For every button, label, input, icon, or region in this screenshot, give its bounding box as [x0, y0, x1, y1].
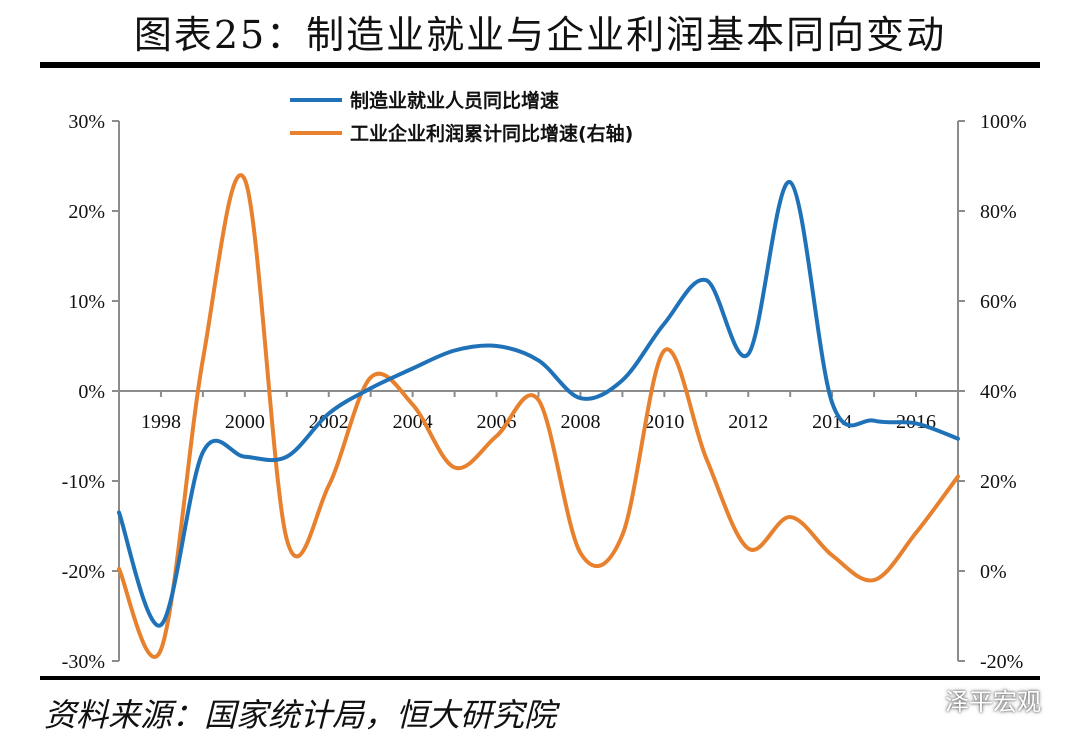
left-tick-label: -20%	[62, 561, 105, 583]
bottom-rule	[40, 676, 1040, 680]
x-tick-label: 2010	[644, 411, 684, 433]
legend-label: 制造业就业人员同比增速	[350, 89, 559, 112]
right-tick-label: 60%	[980, 291, 1017, 313]
right-tick-label: 40%	[980, 381, 1017, 403]
right-tick-label: 20%	[980, 471, 1017, 493]
right-tick-label: -20%	[980, 651, 1023, 673]
x-tick-label: 2014	[812, 411, 852, 433]
top-rule	[40, 62, 1040, 68]
legend-item-employment: 制造业就业人员同比增速	[290, 89, 559, 112]
left-tick-label: -30%	[62, 651, 105, 673]
watermark-text: 泽平宏观	[945, 688, 1041, 716]
chart-series	[117, 173, 960, 659]
x-tick-label: 2006	[477, 411, 517, 433]
x-tick-label: 2000	[225, 411, 265, 433]
left-tick-label: -10%	[62, 471, 105, 493]
left-tick-label: 30%	[68, 111, 105, 133]
legend-label: 工业企业利润累计同比增速(右轴)	[350, 122, 633, 145]
watermark: 泽平宏观	[905, 682, 1041, 717]
right-tick-label: 80%	[980, 201, 1017, 223]
wechat-icon	[906, 687, 937, 711]
x-tick-label: 2008	[560, 411, 600, 433]
x-tick-label: 2002	[309, 411, 349, 433]
legend-item-profit: 工业企业利润累计同比增速(右轴)	[290, 122, 633, 145]
right-tick-label: 100%	[980, 111, 1027, 133]
left-tick-label: 0%	[78, 381, 105, 403]
chart-axes: -30% -20% -10% 0% 10% 20% 30% -20% 0% 20% 40% 60% 80…	[62, 111, 1027, 673]
left-tick-label: 10%	[68, 291, 105, 313]
series-line-profit	[117, 173, 960, 659]
chart-title: 图表25：制造业就业与企业利润基本同向变动	[133, 13, 947, 57]
right-tick-label: 0%	[980, 561, 1007, 583]
source-note: 资料来源：国家统计局，恒大研究院	[44, 696, 557, 734]
x-tick-label: 2012	[728, 411, 768, 433]
line-chart: -30% -20% -10% 0% 10% 20% 30% -20% 0% 20% 40% 60% 80…	[62, 89, 1027, 673]
left-tick-label: 20%	[68, 201, 105, 223]
series-line-employment	[117, 180, 960, 628]
x-tick-label: 1998	[141, 411, 181, 433]
